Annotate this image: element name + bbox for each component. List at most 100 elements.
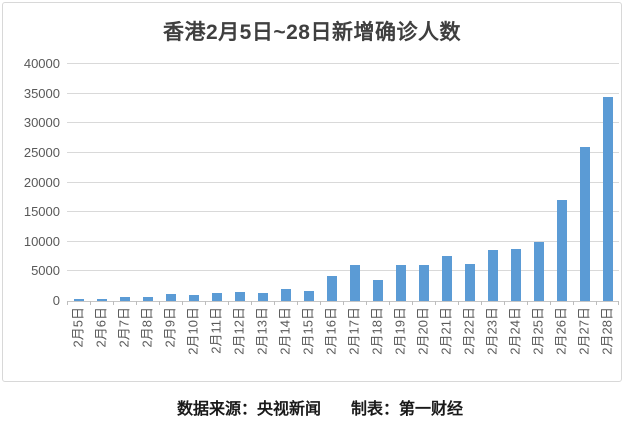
- x-slot: 2月18日: [366, 301, 389, 381]
- gridline: [67, 181, 619, 183]
- bar: [119, 297, 130, 301]
- axis-tick: [366, 301, 367, 305]
- bar-slot: [550, 64, 573, 301]
- x-slot: 2月19日: [389, 301, 412, 381]
- bar: [372, 279, 383, 301]
- bar-slot: [297, 64, 320, 301]
- bar: [257, 293, 268, 301]
- axis-tick: [250, 301, 252, 305]
- gridline: [67, 211, 619, 213]
- x-axis-tick-label: 2月11日: [208, 307, 224, 354]
- bar-slot: [67, 64, 90, 301]
- axis-tick: [136, 301, 137, 305]
- caption: 数据来源：央视新闻 制表：第一财经: [0, 395, 640, 419]
- gridline: [67, 63, 619, 64]
- x-axis-tick-label: 2月20日: [415, 307, 431, 355]
- bar-slot: [159, 64, 182, 301]
- bar-slot: [320, 64, 343, 301]
- y-axis-labels: 0 5000 10000 15000 20000 25000 30000 35000 40000: [3, 56, 60, 308]
- bar: [556, 199, 567, 301]
- bar: [142, 297, 153, 301]
- x-axis-tick-label: 2月8日: [139, 307, 155, 348]
- x-axis-tick-label: 2月19日: [392, 307, 408, 355]
- gridline: [67, 240, 619, 242]
- x-axis-tick-label: 2月5日: [70, 307, 86, 348]
- bar-slot: [435, 64, 458, 301]
- x-axis-tick-label: 2月7日: [116, 307, 132, 348]
- bar-slot: [527, 64, 550, 301]
- x-slot: 2月24日: [504, 301, 527, 381]
- bar-slot: [596, 64, 619, 301]
- bar: [280, 288, 291, 301]
- x-slot: 2月20日: [412, 301, 435, 381]
- x-axis-tick-label: 2月28日: [599, 307, 615, 355]
- x-axis-tick-label: 2月16日: [323, 307, 339, 355]
- axis-tick: [389, 301, 390, 305]
- x-axis-tick-label: 2月12日: [231, 307, 247, 355]
- x-slot: 2月28日: [596, 301, 619, 381]
- axis-tick: [112, 301, 114, 305]
- x-axis-tick-label: 2月9日: [162, 307, 178, 348]
- bar: [73, 298, 84, 301]
- x-slot: 2月9日: [159, 301, 182, 381]
- bar-slot: [481, 64, 504, 301]
- x-axis-tick-label: 2月25日: [530, 307, 546, 355]
- axis-tick: [89, 301, 91, 305]
- bar-slot: [205, 64, 228, 301]
- axis-tick: [412, 301, 413, 305]
- axis-tick: [596, 301, 597, 305]
- x-axis-tick-label: 2月23日: [484, 307, 500, 355]
- x-axis-tick-label: 2月27日: [576, 307, 592, 355]
- x-slot: 2月10日: [182, 301, 205, 381]
- axis-tick: [182, 301, 183, 305]
- bar: [349, 264, 360, 301]
- bar-slot: [343, 64, 366, 301]
- bar-slot: [136, 64, 159, 301]
- axis-tick: [228, 301, 229, 305]
- y-axis-tick-label: 20000: [23, 174, 60, 190]
- bar: [533, 241, 544, 301]
- bar: [395, 265, 406, 301]
- bar-slot: [228, 64, 251, 301]
- y-axis-tick-label: 10000: [23, 233, 60, 249]
- x-slot: 2月26日: [550, 301, 573, 381]
- x-slot: 2月11日: [205, 301, 228, 381]
- bar-slot: [458, 64, 481, 301]
- bars-container: [67, 64, 619, 301]
- bar: [418, 265, 429, 301]
- x-slot: 2月27日: [573, 301, 596, 381]
- x-slot: 2月8日: [136, 301, 159, 381]
- axis-tick: [319, 301, 321, 305]
- x-slot: 2月25日: [527, 301, 550, 381]
- axis-tick: [458, 301, 459, 305]
- x-axis-tick-label: 2月14日: [277, 307, 293, 355]
- x-slot: 2月5日: [67, 301, 90, 381]
- bar-slot: [504, 64, 527, 301]
- y-axis-tick-label: 0: [52, 293, 60, 308]
- x-axis-tick-label: 2月26日: [553, 307, 569, 355]
- axis-tick: [527, 301, 528, 305]
- plot-area: [67, 63, 619, 302]
- axis-tick: [205, 301, 206, 305]
- chart-frame: 香港2月5日~28日新增确诊人数 0 5000 10000 15000 20000 250…: [2, 2, 622, 382]
- bar: [602, 96, 613, 301]
- y-axis-tick-label: 35000: [23, 85, 60, 101]
- bar: [165, 294, 176, 301]
- bar-slot: [412, 64, 435, 301]
- bar: [579, 146, 590, 301]
- bar: [510, 248, 521, 301]
- bar: [464, 264, 475, 301]
- gridline: [67, 122, 619, 124]
- x-slot: 2月12日: [228, 301, 251, 381]
- x-axis-tick-label: 2月17日: [346, 307, 362, 355]
- bar-slot: [90, 64, 113, 301]
- x-slot: 2月13日: [251, 301, 274, 381]
- x-slot: 2月21日: [435, 301, 458, 381]
- gridline: [67, 92, 619, 94]
- x-slot: 2月15日: [297, 301, 320, 381]
- x-slot: 2月22日: [458, 301, 481, 381]
- x-axis-tick-label: 2月22日: [461, 307, 477, 355]
- x-axis-tick-label: 2月15日: [300, 307, 316, 355]
- x-axis-tick-label: 2月18日: [369, 307, 385, 355]
